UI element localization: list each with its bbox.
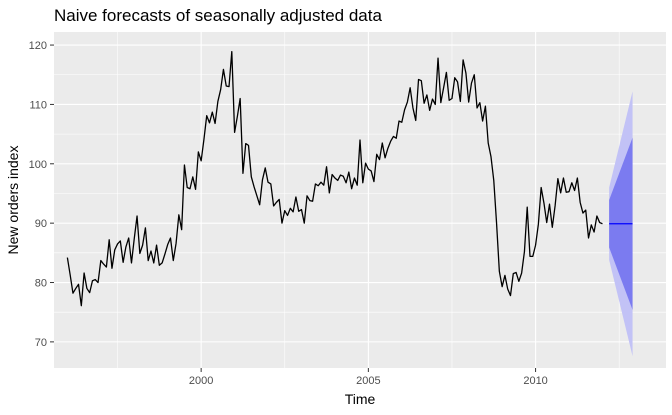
y-tick-label: 110 xyxy=(29,99,47,111)
y-tick-label: 100 xyxy=(29,159,47,171)
x-axis-title: Time xyxy=(345,391,376,407)
y-tick-label: 90 xyxy=(35,218,47,230)
y-tick-label: 80 xyxy=(35,278,47,290)
x-tick-label: 2005 xyxy=(356,375,380,387)
y-tick-label: 70 xyxy=(35,337,47,349)
y-axis-title: New orders index xyxy=(5,146,21,255)
x-axis: 2000 2005 2010 xyxy=(189,368,548,387)
y-axis: 70 80 90 100 110 120 xyxy=(29,40,54,349)
plot-panel xyxy=(54,32,666,368)
series-layer xyxy=(66,50,603,307)
major-gridlines xyxy=(54,32,666,368)
y-tick-label: 120 xyxy=(29,40,47,52)
x-tick-label: 2000 xyxy=(189,375,213,387)
chart-title: Naive forecasts of seasonally adjusted d… xyxy=(54,6,382,25)
series-line xyxy=(66,50,603,307)
x-tick-label: 2010 xyxy=(523,375,547,387)
